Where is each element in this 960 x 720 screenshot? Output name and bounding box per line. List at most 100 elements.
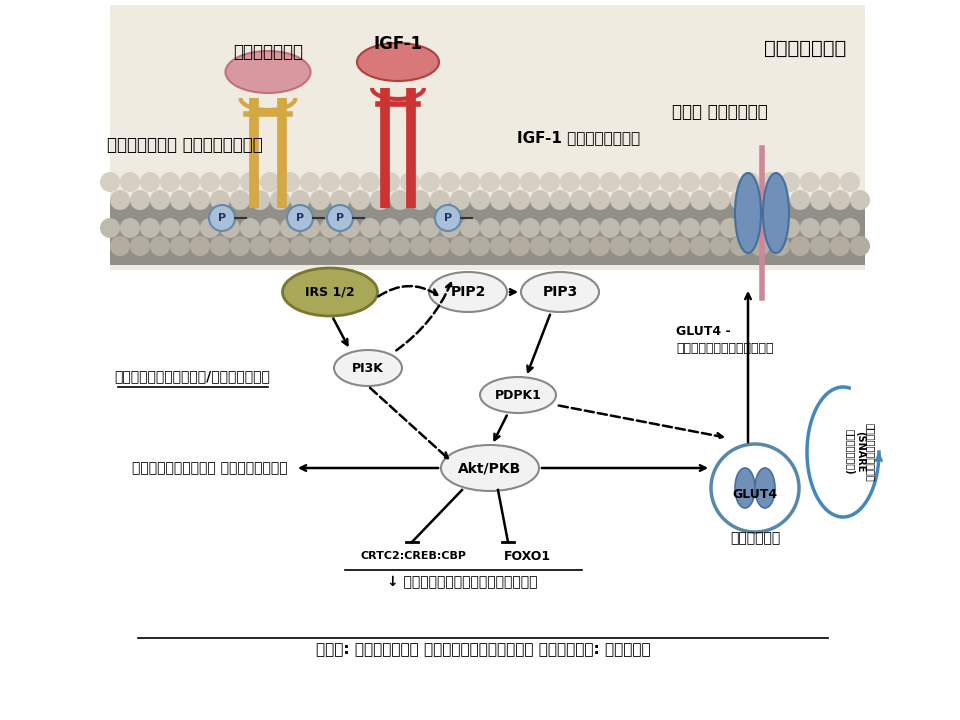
Text: GLUT4: GLUT4 — [732, 487, 778, 500]
Circle shape — [500, 172, 520, 192]
Circle shape — [160, 172, 180, 192]
Circle shape — [720, 172, 740, 192]
Circle shape — [287, 205, 313, 231]
Text: ↓ গ্লুকোনিওজেনিসিস: ↓ গ্লুকোনিওজেনিসিস — [387, 575, 538, 589]
Circle shape — [430, 190, 450, 210]
Circle shape — [130, 236, 150, 256]
Circle shape — [640, 218, 660, 238]
Circle shape — [660, 172, 680, 192]
Circle shape — [170, 190, 190, 210]
Circle shape — [820, 218, 840, 238]
Circle shape — [200, 172, 220, 192]
Circle shape — [580, 218, 600, 238]
Circle shape — [540, 218, 560, 238]
Circle shape — [220, 172, 240, 192]
Circle shape — [110, 236, 130, 256]
Circle shape — [740, 218, 760, 238]
Circle shape — [490, 236, 510, 256]
Circle shape — [630, 190, 650, 210]
Circle shape — [380, 218, 400, 238]
Text: গ্লুকোজ: গ্লুকোজ — [764, 38, 846, 58]
Circle shape — [550, 190, 570, 210]
Circle shape — [480, 172, 500, 192]
Circle shape — [640, 172, 660, 192]
Circle shape — [540, 172, 560, 192]
Circle shape — [630, 236, 650, 256]
Circle shape — [460, 172, 480, 192]
Circle shape — [610, 236, 630, 256]
Circle shape — [850, 190, 870, 210]
Text: P: P — [296, 213, 304, 223]
Circle shape — [740, 172, 760, 192]
Circle shape — [160, 218, 180, 238]
Circle shape — [620, 218, 640, 238]
Circle shape — [120, 218, 140, 238]
Text: PIP3: PIP3 — [542, 285, 578, 299]
Circle shape — [260, 218, 280, 238]
Circle shape — [500, 218, 520, 238]
Circle shape — [790, 236, 810, 256]
Circle shape — [120, 172, 140, 192]
Circle shape — [300, 172, 320, 192]
Circle shape — [400, 172, 420, 192]
Text: গ্লাইকোজেন সংশ্লেষণ: গ্লাইকোজেন সংশ্লেষণ — [132, 461, 288, 475]
Circle shape — [320, 218, 340, 238]
Circle shape — [150, 190, 170, 210]
Circle shape — [250, 236, 270, 256]
Circle shape — [140, 218, 160, 238]
Circle shape — [670, 236, 690, 256]
Circle shape — [209, 205, 235, 231]
Circle shape — [110, 190, 130, 210]
Circle shape — [790, 190, 810, 210]
Text: PIP2: PIP2 — [450, 285, 486, 299]
Circle shape — [800, 218, 820, 238]
Circle shape — [730, 236, 750, 256]
Circle shape — [327, 205, 353, 231]
Circle shape — [210, 236, 230, 256]
Circle shape — [300, 218, 320, 238]
Text: ইনসুলিন রিসেপ্টর: ইনসুলিন রিসেপ্টর — [108, 136, 263, 154]
Circle shape — [280, 218, 300, 238]
Circle shape — [250, 190, 270, 210]
Circle shape — [620, 172, 640, 192]
Circle shape — [440, 218, 460, 238]
Circle shape — [400, 218, 420, 238]
Circle shape — [150, 236, 170, 256]
Text: স্থানান্তর
(SNARE
প্রোটিন): স্থানান্তর (SNARE প্রোটিন) — [844, 423, 876, 482]
Circle shape — [140, 172, 160, 192]
Circle shape — [440, 172, 460, 192]
Circle shape — [200, 218, 220, 238]
Circle shape — [360, 218, 380, 238]
Circle shape — [700, 172, 720, 192]
Circle shape — [820, 172, 840, 192]
Ellipse shape — [480, 377, 556, 413]
Circle shape — [370, 190, 390, 210]
Circle shape — [770, 236, 790, 256]
Circle shape — [280, 172, 300, 192]
Circle shape — [435, 205, 461, 231]
Circle shape — [530, 190, 550, 210]
Circle shape — [730, 190, 750, 210]
Circle shape — [450, 190, 470, 210]
Circle shape — [180, 172, 200, 192]
Circle shape — [700, 218, 720, 238]
Circle shape — [600, 172, 620, 192]
Circle shape — [720, 218, 740, 238]
Circle shape — [390, 236, 410, 256]
Text: ছবি: ইনসুলিন সংকেতপ্রবাহ। সৌজন্য: লেখক।: ছবি: ইনসুলিন সংকেতপ্রবাহ। সৌজন্য: লেখক। — [316, 642, 650, 657]
Circle shape — [580, 172, 600, 192]
Circle shape — [230, 236, 250, 256]
Circle shape — [460, 218, 480, 238]
Circle shape — [520, 172, 540, 192]
Circle shape — [660, 218, 680, 238]
Text: ভেসিকল: ভেসিকল — [730, 531, 780, 545]
Circle shape — [560, 172, 580, 192]
Circle shape — [760, 218, 780, 238]
Circle shape — [670, 190, 690, 210]
Circle shape — [770, 190, 790, 210]
Circle shape — [750, 190, 770, 210]
Circle shape — [390, 190, 410, 210]
Circle shape — [260, 172, 280, 192]
Text: GLUT4 -
ট্রানসপোর্টার: GLUT4 - ট্রানসপোর্টার — [676, 325, 774, 355]
Circle shape — [830, 236, 850, 256]
